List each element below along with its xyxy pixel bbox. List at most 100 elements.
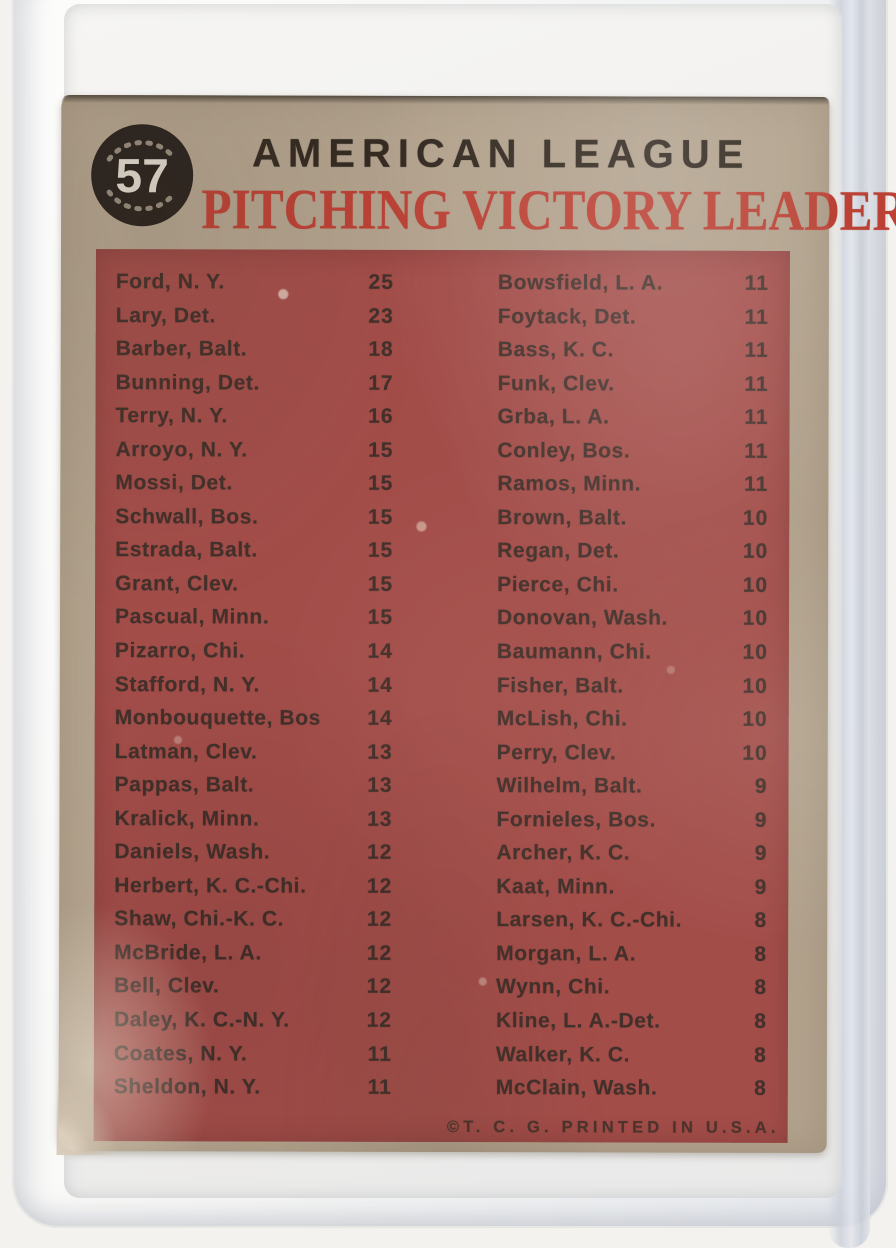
player-name: Bowsfield, L. A. bbox=[497, 271, 664, 295]
win-count: 12 bbox=[366, 941, 393, 965]
win-count: 12 bbox=[366, 975, 393, 999]
player-name: Perry, Clev. bbox=[496, 740, 617, 765]
player-name: Brown, Balt. bbox=[497, 505, 628, 530]
win-count: 8 bbox=[754, 909, 768, 933]
player-name: Herbert, K. C.-Chi. bbox=[114, 873, 307, 898]
player-name: Grant, Clev. bbox=[115, 572, 239, 596]
leader-row: Bunning, Det. 17 bbox=[116, 371, 394, 405]
leader-row: Grba, L. A. 11 bbox=[497, 405, 769, 439]
leader-row: Grant, Clev. 15 bbox=[115, 572, 393, 606]
leader-row: Barber, Balt. 18 bbox=[116, 337, 394, 371]
leader-row: Funk, Clev. 11 bbox=[498, 372, 769, 406]
leader-row: Pizarro, Chi. 14 bbox=[115, 639, 393, 673]
leader-row: Donovan, Wash. 10 bbox=[497, 607, 768, 641]
leader-row: Pascual, Minn. 15 bbox=[115, 606, 393, 640]
player-name: Pierce, Chi. bbox=[497, 573, 619, 597]
leader-row: Wilhelm, Balt. 9 bbox=[497, 774, 768, 808]
win-count: 11 bbox=[367, 1075, 392, 1099]
card-subtitle: PITCHING VICTORY LEADERS bbox=[201, 178, 896, 244]
player-name: Ford, N. Y. bbox=[115, 270, 225, 294]
leader-row: McLish, Chi. 10 bbox=[497, 707, 768, 741]
player-name: Wilhelm, Balt. bbox=[496, 774, 643, 798]
win-count: 15 bbox=[367, 539, 394, 563]
win-count: 11 bbox=[744, 439, 769, 463]
player-name: Mossi, Det. bbox=[115, 471, 233, 495]
leader-row: McBride, L. A. 12 bbox=[114, 941, 392, 975]
win-count: 10 bbox=[742, 674, 768, 698]
win-count: 11 bbox=[744, 271, 769, 295]
win-count: 15 bbox=[368, 438, 394, 462]
player-name: Regan, Det. bbox=[497, 539, 620, 563]
leader-row: Bell, Clev. 12 bbox=[114, 975, 392, 1009]
player-name: Schwall, Bos. bbox=[115, 504, 259, 529]
leader-row: Conley, Bos. 11 bbox=[497, 439, 768, 473]
leader-row: Fisher, Balt. 10 bbox=[497, 674, 768, 708]
win-count: 11 bbox=[744, 305, 769, 329]
win-count: 14 bbox=[367, 639, 393, 663]
player-name: Shaw, Chi.-K. C. bbox=[114, 907, 285, 931]
win-count: 9 bbox=[754, 875, 768, 899]
leaders-panel: Ford, N. Y. 25 Lary, Det. 23 Barber, Bal… bbox=[93, 249, 790, 1143]
leader-row: Sheldon, N. Y. 11 bbox=[114, 1075, 392, 1109]
win-count: 8 bbox=[754, 976, 768, 1000]
player-name: Morgan, L. A. bbox=[496, 942, 637, 966]
win-count: 8 bbox=[754, 942, 768, 966]
leader-row: Foytack, Det. 11 bbox=[498, 305, 769, 339]
player-name: Lary, Det. bbox=[115, 303, 216, 327]
win-count: 11 bbox=[744, 372, 769, 396]
player-name: Latman, Clev. bbox=[114, 739, 258, 764]
win-count: 11 bbox=[744, 405, 769, 430]
player-name: Baumann, Chi. bbox=[496, 640, 652, 664]
leader-row: Kaat, Minn. 9 bbox=[496, 875, 767, 909]
player-name: Archer, K. C. bbox=[496, 841, 631, 865]
baseball-card-back: 57 AMERICAN LEAGUE PITCHING VICTORY LEAD… bbox=[56, 94, 896, 1156]
win-count: 10 bbox=[742, 573, 769, 597]
player-name: Kaat, Minn. bbox=[496, 874, 615, 899]
card-number-badge: 57 bbox=[89, 121, 195, 227]
leader-row: Kralick, Minn. 13 bbox=[114, 807, 392, 841]
win-count: 10 bbox=[742, 607, 769, 631]
player-name: Pizarro, Chi. bbox=[114, 639, 246, 663]
leader-row: Daniels, Wash. 12 bbox=[114, 840, 392, 874]
player-name: Fornieles, Bos. bbox=[496, 807, 657, 832]
leaders-column-right: Bowsfield, L. A. 11 Foytack, Det. 11 Bas… bbox=[496, 271, 769, 1110]
player-name: Kline, L. A.-Det. bbox=[495, 1009, 661, 1033]
win-count: 12 bbox=[366, 908, 393, 932]
leader-row: Ramos, Minn. 11 bbox=[497, 472, 768, 506]
leader-row: Schwall, Bos. 15 bbox=[115, 505, 393, 539]
win-count: 10 bbox=[742, 741, 768, 765]
player-name: McBride, L. A. bbox=[114, 941, 262, 965]
player-name: Walker, K. C. bbox=[495, 1042, 631, 1067]
win-count: 11 bbox=[367, 1042, 392, 1066]
player-name: Daley, K. C.-N. Y. bbox=[113, 1008, 290, 1032]
win-count: 16 bbox=[368, 404, 394, 429]
win-count: 23 bbox=[368, 304, 394, 328]
player-name: Arroyo, N. Y. bbox=[115, 437, 248, 462]
leaders-table: Ford, N. Y. 25 Lary, Det. 23 Barber, Bal… bbox=[94, 249, 790, 1110]
leader-row: Bowsfield, L. A. 11 bbox=[498, 271, 769, 305]
win-count: 9 bbox=[754, 775, 768, 799]
leaders-column-left: Ford, N. Y. 25 Lary, Det. 23 Barber, Bal… bbox=[114, 270, 394, 1109]
leader-row: Brown, Balt. 10 bbox=[497, 506, 768, 540]
player-name: Kralick, Minn. bbox=[114, 806, 260, 831]
win-count: 8 bbox=[754, 1076, 767, 1100]
win-count: 10 bbox=[742, 640, 768, 664]
win-count: 12 bbox=[367, 841, 393, 865]
player-name: Terry, N. Y. bbox=[115, 404, 228, 428]
win-count: 8 bbox=[754, 1009, 767, 1033]
player-name: Sheldon, N. Y. bbox=[113, 1075, 261, 1099]
player-name: Stafford, N. Y. bbox=[114, 672, 261, 697]
player-name: Larsen, K. C.-Chi. bbox=[496, 908, 683, 933]
player-name: Bunning, Det. bbox=[115, 370, 260, 395]
win-count: 14 bbox=[367, 706, 393, 730]
leader-row: Latman, Clev. 13 bbox=[115, 740, 393, 774]
player-name: Bass, K. C. bbox=[497, 338, 615, 362]
leader-row: Walker, K. C. 8 bbox=[496, 1043, 767, 1077]
leader-row: Pappas, Balt. 13 bbox=[115, 773, 393, 807]
player-name: Monbouquette, Bos bbox=[114, 706, 321, 730]
leader-row: McClain, Wash. 8 bbox=[496, 1076, 767, 1110]
player-name: Funk, Clev. bbox=[497, 371, 615, 396]
leader-row: Morgan, L. A. 8 bbox=[496, 942, 767, 976]
leader-row: Shaw, Chi.-K. C. 12 bbox=[114, 908, 392, 942]
leader-row: Bass, K. C. 11 bbox=[498, 338, 769, 372]
